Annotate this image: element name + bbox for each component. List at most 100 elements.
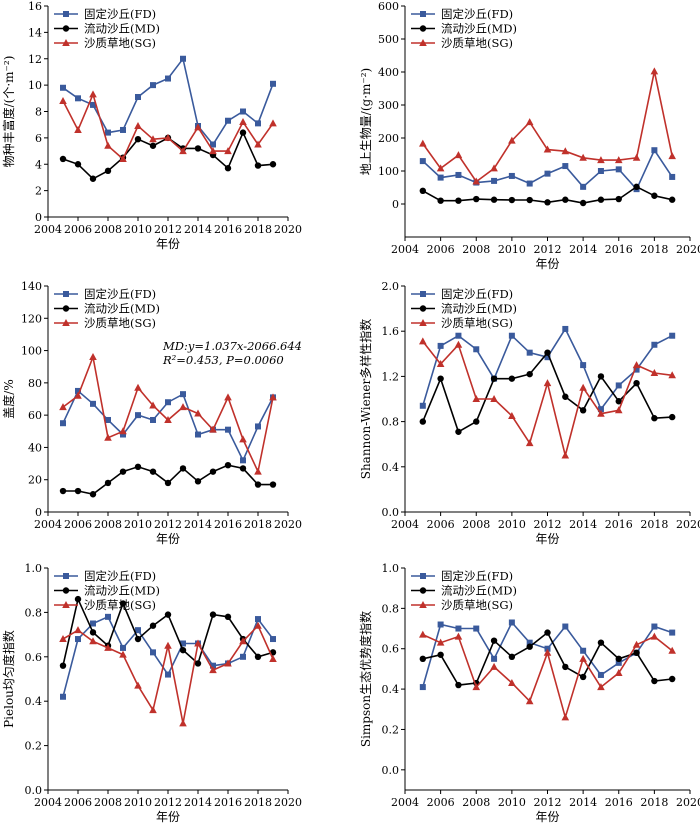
x-tick-label: 2018 [640,518,668,531]
data-point-fd [544,645,551,652]
data-point-sg [224,659,232,667]
data-point-sg [239,637,247,645]
y-tick-label: 0.6 [382,643,400,656]
legend-marker-fd [420,11,426,17]
data-point-fd [255,616,261,623]
data-point-sg [508,411,516,419]
data-point-fd [544,354,551,361]
data-point-md [562,393,569,400]
data-point-fd [508,332,515,339]
data-point-fd [180,55,186,62]
data-point-md [179,465,187,472]
data-point-fd [615,382,622,389]
y-tick-label: 0 [35,506,42,519]
data-point-fd [508,172,515,179]
data-point-fd [105,129,111,136]
data-point-fd [75,636,81,643]
y-tick-label: 14 [28,26,42,39]
data-point-md [615,655,622,663]
data-point-md [254,162,262,169]
data-point-fd [615,166,622,173]
x-tick-label: 2020 [274,796,302,809]
data-point-fd [120,431,126,438]
data-point-sg [419,139,427,147]
data-point-md [473,195,480,203]
x-axis-label: 年份 [156,810,180,824]
series-sg [419,337,676,459]
data-point-sg [597,156,605,164]
data-point-sg [119,650,127,658]
data-point-md [633,183,640,191]
data-point-fd [526,180,533,187]
x-axis-label: 年份 [156,237,180,251]
data-point-sg [579,383,587,391]
data-point-sg [209,666,217,674]
data-point-md [668,675,676,683]
y-tick-label: 0.2 [25,740,43,753]
data-point-sg [74,125,82,133]
data-point-fd [90,620,96,627]
data-point-sg [419,630,427,638]
x-axis-label: 年份 [535,257,559,271]
data-point-sg [209,147,217,155]
x-tick-label: 2016 [214,223,242,236]
legend: 固定沙丘(FD)流动沙丘(MD)沙质草地(SG) [411,287,517,330]
legend-label-fd: 固定沙丘(FD) [441,7,513,21]
data-point-sg [89,637,97,645]
data-point-sg [149,706,157,714]
chart-panel-middle-right: 0.0 0.4 0.8 1.2 1.6 2.0 2004 2006 2008 2010 2012 20… [358,280,700,546]
data-point-md [59,155,67,163]
data-point-fd [455,625,462,632]
data-point-fd [669,629,676,636]
data-point-sg [490,395,498,402]
data-point-sg [614,668,623,676]
data-point-fd [491,655,498,662]
series-fd [419,147,676,193]
legend-marker-md [62,25,70,32]
y-tick-label: 120 [21,312,42,325]
data-point-sg [269,393,277,401]
x-tick-label: 2010 [124,796,152,809]
data-point-md [633,379,640,387]
x-axis-label: 年份 [535,810,559,824]
legend-label-md: 流动沙丘(MD) [441,302,517,316]
data-point-sg [579,654,587,662]
x-tick-label: 2020 [274,518,302,531]
data-point-fd [270,636,276,643]
data-point-sg [472,395,481,402]
data-point-md [89,175,97,182]
regression-annotation: MD:y=1.037x-2066.644 [162,339,302,353]
data-point-md [562,663,569,671]
data-point-sg [632,640,641,648]
data-point-md [89,629,97,636]
x-tick-label: 2016 [214,796,242,809]
data-point-fd [597,168,604,174]
data-point-md [633,649,640,656]
legend: 固定沙丘(FD)流动沙丘(MD)沙质草地(SG) [411,7,517,50]
data-point-sg [525,439,534,447]
data-point-sg [668,152,676,160]
data-point-fd [150,82,156,89]
y-tick-label: 60 [28,409,42,422]
legend-label-sg: 沙质草地(SG) [84,316,156,330]
data-point-fd [651,341,658,348]
x-tick-label: 2008 [94,223,122,236]
data-point-fd [544,170,551,177]
x-tick-label: 2020 [274,223,302,236]
data-point-md [239,129,247,136]
legend-marker-md [419,305,427,312]
y-tick-label: 0.0 [382,764,400,777]
data-point-fd [633,366,640,373]
series-md [419,349,676,435]
data-point-sg [525,697,534,705]
data-point-fd [437,621,444,628]
data-point-sg [650,632,659,640]
chart-panel-top-right: 0 100 200 300 400 500 600 2004 2006 2008 2010 2012 2… [359,0,700,271]
data-point-md [544,349,551,356]
series-sg [419,67,676,185]
data-point-md [194,478,202,485]
data-point-fd [225,426,231,433]
